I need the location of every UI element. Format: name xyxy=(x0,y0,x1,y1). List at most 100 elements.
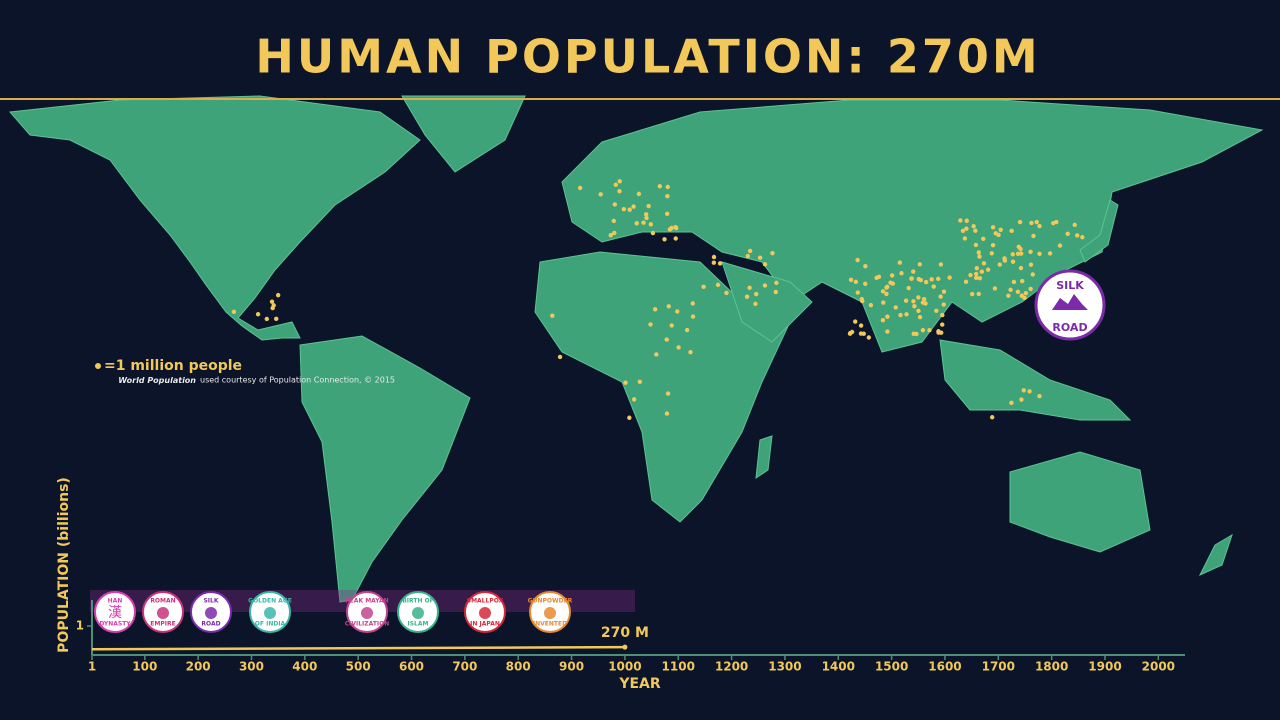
legend-label: =1 million people xyxy=(104,358,242,374)
y-axis-label: POPULATION (billions) xyxy=(56,477,72,653)
population-dot xyxy=(636,191,642,197)
population-dot xyxy=(627,207,632,212)
population-dot xyxy=(947,275,952,280)
population-dot xyxy=(880,289,886,294)
population-dot xyxy=(931,284,936,289)
population-dot xyxy=(989,415,995,420)
population-dot xyxy=(904,312,909,317)
population-dot xyxy=(985,267,991,272)
population-dot xyxy=(612,202,618,207)
southeast-asia xyxy=(939,339,1132,421)
x-tick-label: 1400 xyxy=(822,660,855,674)
population-dot xyxy=(964,218,969,223)
population-dot xyxy=(923,279,929,285)
population-dot xyxy=(885,329,890,334)
population-dot xyxy=(631,204,636,209)
population-dot xyxy=(623,380,628,385)
population-dot xyxy=(936,276,941,282)
population-dot xyxy=(611,218,616,224)
event-badge: SMALLPOX IN JAPAN xyxy=(464,591,506,633)
event-circle xyxy=(94,591,136,633)
population-dot xyxy=(631,397,637,402)
population-dot xyxy=(998,227,1003,232)
population-dot xyxy=(853,279,859,285)
population-dot xyxy=(1019,278,1025,284)
population-dot xyxy=(648,322,653,327)
population-dot xyxy=(1037,251,1042,257)
arabia xyxy=(721,261,813,343)
end-point xyxy=(622,644,628,650)
x-tick-label: 1200 xyxy=(715,660,748,674)
population-dot xyxy=(646,203,651,209)
event-badge: PEAK MAYAN CIVILIZATION xyxy=(345,591,390,633)
population-dot xyxy=(608,233,613,238)
population-dot xyxy=(667,227,673,232)
title: HUMAN POPULATION: 270M xyxy=(255,30,1040,84)
event-bottom: DYNASTY xyxy=(99,621,131,628)
population-dot xyxy=(745,253,751,259)
population-dot xyxy=(927,328,932,333)
population-dot xyxy=(874,275,879,281)
population-dot xyxy=(916,276,921,282)
population-dot xyxy=(893,305,898,310)
population-dot xyxy=(753,291,759,297)
population-dot xyxy=(853,319,858,324)
population-dot xyxy=(884,291,889,297)
population-dot xyxy=(621,207,627,212)
population-dot xyxy=(613,182,618,187)
japan xyxy=(1079,199,1119,263)
population-dot xyxy=(770,250,775,256)
event-badge: SILK ROAD xyxy=(190,591,232,633)
population-dot xyxy=(665,391,671,396)
population-dot xyxy=(992,286,998,291)
population-dot xyxy=(960,228,966,234)
value-label: 270 M xyxy=(601,625,649,641)
population-dot xyxy=(255,312,261,317)
population-dot xyxy=(1037,393,1042,399)
event-badge: GUNPOWDER INVENTED xyxy=(528,591,573,633)
population-dot xyxy=(650,230,656,236)
population-dot xyxy=(863,264,868,269)
population-dot xyxy=(993,231,998,236)
population-dot xyxy=(1027,389,1032,394)
population-dot xyxy=(1028,262,1034,267)
population-dot xyxy=(962,236,968,241)
population-dot xyxy=(911,331,916,336)
greenland xyxy=(401,95,526,173)
x-tick-label: 600 xyxy=(399,660,424,674)
population-dot xyxy=(1018,265,1024,271)
population-dot xyxy=(652,307,658,312)
timeline-chart: 1 100 200 300 400 500 600 700 800 900 1000 1100 1200… xyxy=(56,477,1185,692)
population-dot xyxy=(627,415,632,420)
credit-text: used courtesy of Population Connection, … xyxy=(200,376,395,385)
badge-bottom: ROAD xyxy=(1052,321,1087,334)
event-top: BIRTH OF xyxy=(402,598,434,605)
population-dot xyxy=(989,251,994,256)
population-dot xyxy=(648,222,654,227)
population-dot xyxy=(934,308,939,314)
population-dot xyxy=(715,282,721,288)
population-dot xyxy=(1021,388,1026,393)
x-tick-label: 1300 xyxy=(768,660,801,674)
population-dot xyxy=(906,285,911,291)
population-dot xyxy=(923,301,928,306)
population-dot xyxy=(979,269,985,274)
event-icon xyxy=(205,607,217,619)
event-bottom: CIVILIZATION xyxy=(345,621,390,628)
x-tick-label: 1600 xyxy=(928,660,961,674)
population-dot xyxy=(940,322,945,327)
population-dot xyxy=(684,327,690,333)
population-dot xyxy=(1028,249,1033,255)
population-dot xyxy=(938,294,943,299)
population-dot xyxy=(880,317,886,323)
population-dot xyxy=(1028,286,1033,292)
population-dot xyxy=(916,295,921,300)
population-dot xyxy=(1030,272,1036,277)
x-tick-label: 700 xyxy=(452,660,477,674)
population-dot xyxy=(664,337,669,342)
population-dot xyxy=(941,302,946,307)
population-dot xyxy=(557,354,563,360)
event-badge: ROMAN EMPIRE xyxy=(142,591,184,633)
